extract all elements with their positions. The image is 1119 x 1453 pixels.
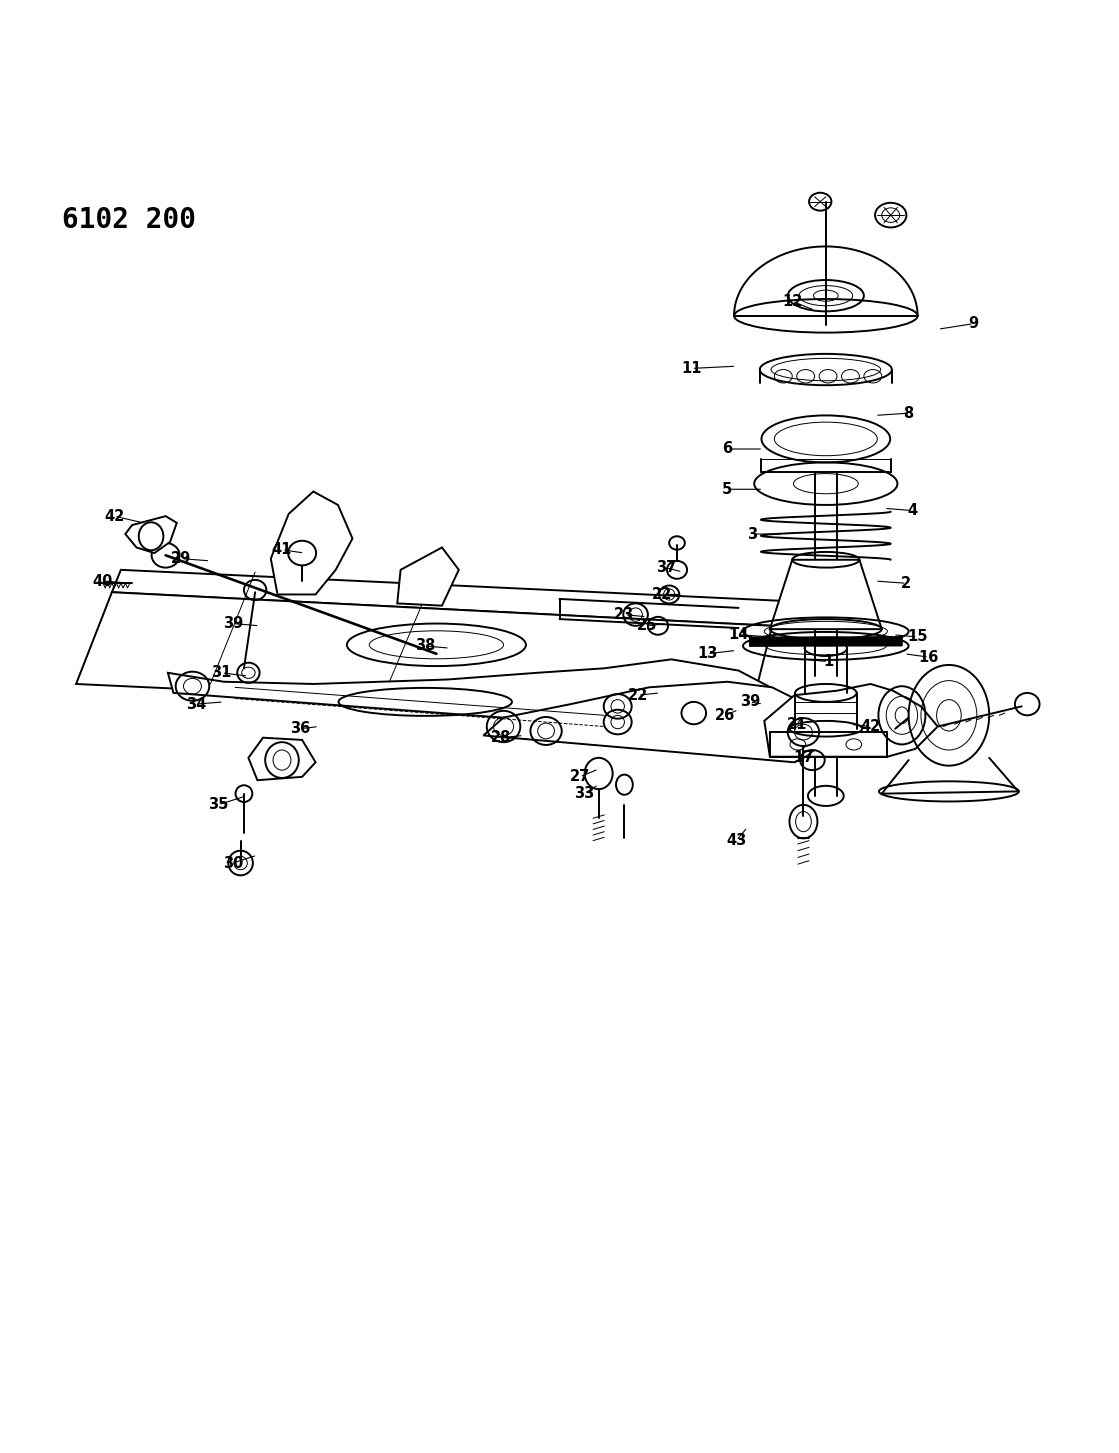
- Polygon shape: [125, 516, 177, 554]
- Text: 6102 200: 6102 200: [62, 206, 196, 234]
- Text: 35: 35: [208, 798, 228, 812]
- Text: 39: 39: [740, 695, 760, 709]
- Text: 6: 6: [722, 442, 733, 456]
- Text: 3: 3: [746, 526, 758, 542]
- Text: 21: 21: [787, 716, 807, 732]
- Text: 42: 42: [104, 509, 124, 523]
- Text: 12: 12: [782, 294, 802, 309]
- Text: 34: 34: [186, 696, 206, 712]
- Text: 23: 23: [614, 607, 634, 622]
- Text: 30: 30: [223, 856, 243, 870]
- Text: 22: 22: [652, 587, 673, 602]
- Text: 9: 9: [968, 317, 979, 331]
- Polygon shape: [397, 548, 459, 606]
- Text: 28: 28: [491, 731, 511, 745]
- Text: 13: 13: [697, 647, 717, 661]
- Polygon shape: [112, 570, 789, 626]
- Text: 14: 14: [728, 628, 749, 642]
- Text: 39: 39: [223, 616, 243, 631]
- Text: 4: 4: [906, 503, 918, 519]
- Text: 26: 26: [715, 708, 735, 722]
- Text: 38: 38: [415, 638, 435, 654]
- Text: 25: 25: [637, 619, 657, 634]
- Text: 8: 8: [903, 405, 914, 421]
- Text: 33: 33: [574, 786, 594, 801]
- Text: 41: 41: [272, 542, 292, 556]
- Polygon shape: [76, 593, 772, 715]
- Text: 11: 11: [681, 360, 702, 376]
- Text: 42: 42: [861, 719, 881, 734]
- Text: 16: 16: [919, 649, 939, 664]
- Text: 1: 1: [822, 654, 834, 668]
- Text: 2: 2: [901, 575, 912, 591]
- Text: 17: 17: [793, 750, 814, 766]
- Polygon shape: [248, 738, 316, 780]
- Polygon shape: [770, 559, 882, 629]
- Polygon shape: [764, 684, 938, 757]
- Polygon shape: [271, 491, 352, 594]
- Polygon shape: [168, 660, 781, 726]
- Text: 15: 15: [908, 629, 928, 645]
- Polygon shape: [483, 681, 828, 763]
- Text: 37: 37: [656, 559, 676, 575]
- Text: 22: 22: [628, 687, 648, 703]
- Text: 5: 5: [722, 482, 733, 497]
- Text: 31: 31: [211, 665, 232, 680]
- Text: 43: 43: [726, 833, 746, 849]
- Text: 40: 40: [93, 574, 113, 588]
- Text: 36: 36: [290, 721, 310, 737]
- Text: 27: 27: [570, 769, 590, 785]
- Text: 29: 29: [171, 551, 191, 567]
